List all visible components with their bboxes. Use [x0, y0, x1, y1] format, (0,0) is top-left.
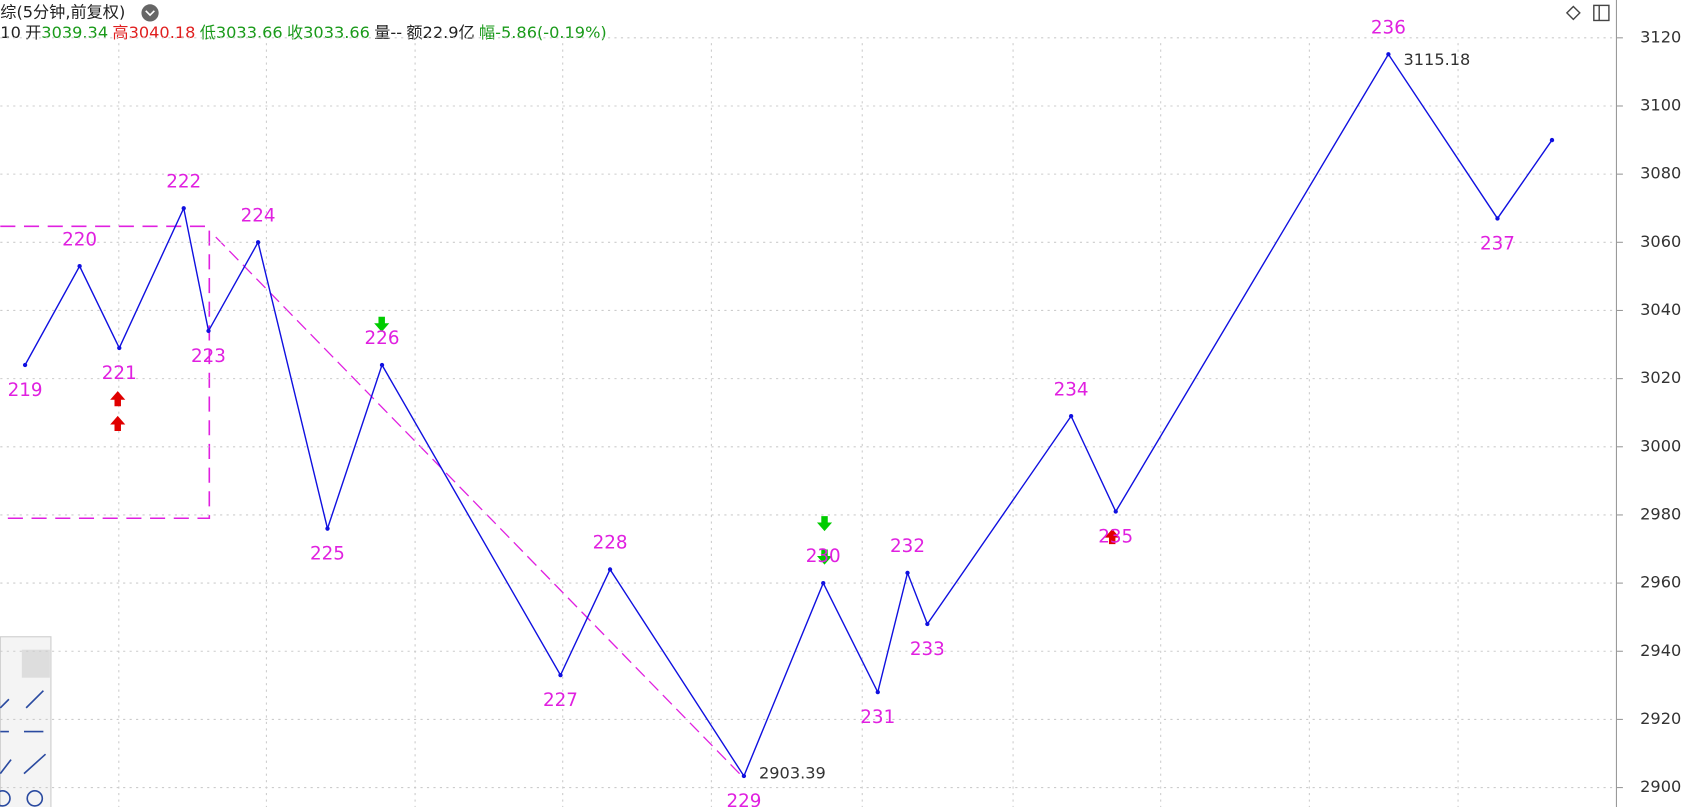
pivot: [325, 526, 330, 531]
pivot-label: 226: [365, 328, 400, 349]
pivot-label: 229: [726, 791, 761, 807]
quote-label: 收: [287, 23, 303, 42]
y-tick-label: 2920: [1640, 709, 1681, 728]
quote-value: 3039.34: [41, 23, 108, 42]
pivot-label: 230: [806, 546, 841, 567]
quote-label: 10: [0, 23, 21, 42]
pivot: [875, 689, 880, 695]
y-tick-label: 2940: [1640, 641, 1681, 660]
quote-value: 3033.66: [216, 23, 283, 42]
pivot-label: 231: [860, 707, 895, 728]
pivot-label: 233: [910, 639, 945, 660]
pivot: [1549, 137, 1555, 143]
y-tick-label: 2980: [1640, 504, 1681, 523]
pivot-label: 234: [1054, 379, 1089, 400]
pivot: [741, 773, 747, 779]
y-tick-label: 3120: [1640, 27, 1681, 46]
zigzag-line: [24, 52, 1553, 778]
y-tick-label: 2960: [1640, 573, 1681, 592]
pivot: [1113, 509, 1118, 514]
quote-label: 低: [200, 23, 216, 42]
pivot-label: 220: [62, 229, 97, 250]
pivot-label: 237: [1480, 233, 1515, 254]
pivot: [1386, 52, 1391, 57]
quote-value: 22.9亿: [423, 23, 475, 42]
layout: [0, 0, 1617, 807]
quote-bar: 10 开 3039.34 高 3040.18 低 3033.66 收 3033.66 量 -- 额 22…: [0, 23, 606, 42]
pivot: [77, 264, 82, 269]
y-tick-label: 2900: [1640, 777, 1681, 796]
quote-label: 高: [112, 23, 128, 42]
quote-label: 量: [374, 23, 390, 42]
pivot-label: 232: [890, 536, 925, 557]
y-tick-label: 3100: [1640, 95, 1681, 114]
pivot-label: 236: [1371, 17, 1406, 38]
y-tick-label: 3040: [1640, 300, 1681, 319]
y-tick-label: 3060: [1640, 232, 1681, 251]
pivot: [206, 328, 211, 334]
pivot: [905, 570, 910, 576]
pivot: [607, 567, 613, 572]
pivot: [379, 362, 385, 368]
pivot-label: 224: [241, 205, 276, 226]
quote-value: 3040.18: [129, 23, 196, 42]
y-tick-label: 3000: [1640, 436, 1681, 455]
pivot: [1068, 413, 1074, 419]
pivot: [22, 362, 28, 368]
pivot-label: 223: [191, 346, 226, 367]
quote-value: 3033.66: [303, 23, 370, 42]
pivot: [558, 672, 563, 678]
pivot: [255, 240, 261, 245]
pivot-label: 221: [102, 363, 137, 384]
quote-label: 开: [25, 23, 41, 42]
price-label: 3115.18: [1403, 50, 1470, 69]
pivot: [1495, 216, 1500, 221]
quote-label: 幅: [479, 23, 495, 42]
pivot: [925, 621, 930, 627]
y-tick-label: 3080: [1640, 164, 1681, 183]
quote-label: 额: [406, 23, 422, 42]
quote-value: -5.86(-0.19%): [495, 23, 607, 42]
y-tick-label: 3020: [1640, 368, 1681, 387]
pivot: [821, 580, 826, 586]
price-label: 2903.39: [759, 763, 826, 782]
pivot: [181, 206, 186, 211]
pivot-label: 225: [310, 543, 345, 564]
quote-value: --: [390, 23, 402, 42]
pivot-label: 228: [593, 533, 628, 554]
pivot-label: 219: [8, 380, 43, 401]
pivot-label: 235: [1098, 526, 1133, 547]
pivot-label: 227: [543, 690, 578, 711]
pivot-label: 222: [166, 171, 201, 192]
chart-title: 综(5分钟,前复权): [0, 2, 125, 21]
pivot: [117, 345, 122, 351]
